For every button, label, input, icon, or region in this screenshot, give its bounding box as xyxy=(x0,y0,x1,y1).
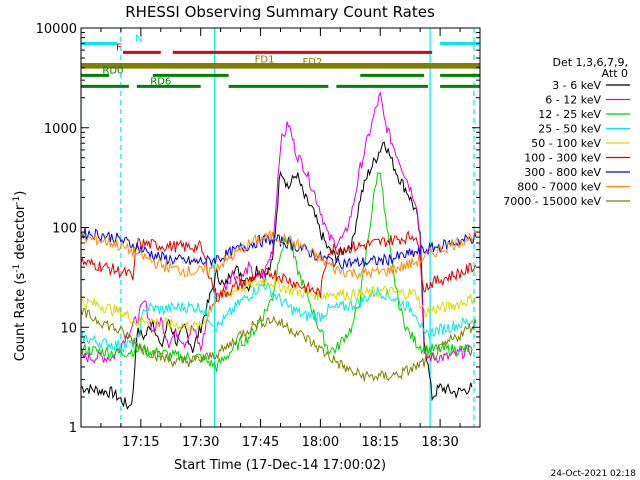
y-tick-label-3: 1000 xyxy=(44,122,77,137)
footer-date: 24-Oct-2021 02:18 xyxy=(551,469,637,479)
flag-fd2-label: FD2 xyxy=(303,57,323,68)
flag-fd1-label: FD1 xyxy=(255,55,275,66)
y-axis-label-exp2: -1 xyxy=(12,196,22,205)
legend-label-7: 800 - 7000 keV xyxy=(517,181,601,194)
flag-n-label: N xyxy=(135,33,142,44)
legend-header-detectors: Det 1,3,6,7,9, xyxy=(552,56,628,69)
legend-label-1: 6 - 12 keV xyxy=(545,94,601,107)
series-line-0 xyxy=(81,141,473,410)
x-tick-label-5: 18:30 xyxy=(421,435,458,450)
series-line-5 xyxy=(81,230,477,302)
y-axis-label-mid: detector xyxy=(13,204,28,264)
legend-label-0: 3 - 6 keV xyxy=(552,79,601,92)
series-line-6 xyxy=(81,227,477,269)
series-line-4 xyxy=(81,276,477,332)
y-tick-label-0: 1 xyxy=(69,421,77,436)
y-axis-label-end: ) xyxy=(13,191,28,196)
x-tick-label-2: 17:45 xyxy=(242,435,279,450)
flag-f-label: F xyxy=(116,42,122,53)
flag-rd0-label: RD0 xyxy=(102,65,123,76)
series-line-8 xyxy=(81,307,477,382)
flag-rd6-label: RD6 xyxy=(150,76,171,87)
plot-area: N F FD1 FD2 RD0 RD6 xyxy=(81,28,480,427)
legend-label-5: 100 - 300 keV xyxy=(524,152,601,165)
plot-clip-group: N F FD1 FD2 RD0 RD6 xyxy=(81,28,480,427)
x-tick-label-4: 18:15 xyxy=(362,435,399,450)
legend-header-attenuator: Att 0 xyxy=(602,67,628,80)
y-axis-label: Count Rate (s-1 detector-1) xyxy=(12,191,28,362)
legend-label-4: 50 - 100 keV xyxy=(531,137,601,150)
series-line-1 xyxy=(81,90,473,364)
legend-label-2: 12 - 25 keV xyxy=(538,108,601,121)
x-tick-label-1: 17:30 xyxy=(182,435,219,450)
x-tick-label-3: 18:00 xyxy=(302,435,339,450)
legend-label-6: 300 - 800 keV xyxy=(524,166,601,179)
legend: Det 1,3,6,7,9,Att 03 - 6 keV 6 - 12 keV12… xyxy=(503,56,630,208)
x-axis-label: Start Time (17-Dec-14 17:00:02) xyxy=(174,458,386,473)
y-axis-label-main: Count Rate (s xyxy=(13,273,28,362)
y-tick-label-2: 100 xyxy=(52,222,77,237)
chart-title: RHESSI Observing Summary Count Rates xyxy=(125,3,435,21)
y-tick-label-4: 10000 xyxy=(36,22,77,37)
y-tick-label-1: 10 xyxy=(60,321,77,336)
legend-label-3: 25 - 50 keV xyxy=(538,123,601,136)
legend-label-8: 7000 - 15000 keV xyxy=(503,195,601,208)
series-line-3 xyxy=(81,282,477,353)
y-axis-label-exp1: -1 xyxy=(12,264,22,273)
series-line-7 xyxy=(81,229,477,281)
axes: 1 10 100 1000 10000 17:15 17:30 17:45 18:00 18:15… xyxy=(36,22,481,450)
x-tick-label-0: 17:15 xyxy=(122,435,159,450)
